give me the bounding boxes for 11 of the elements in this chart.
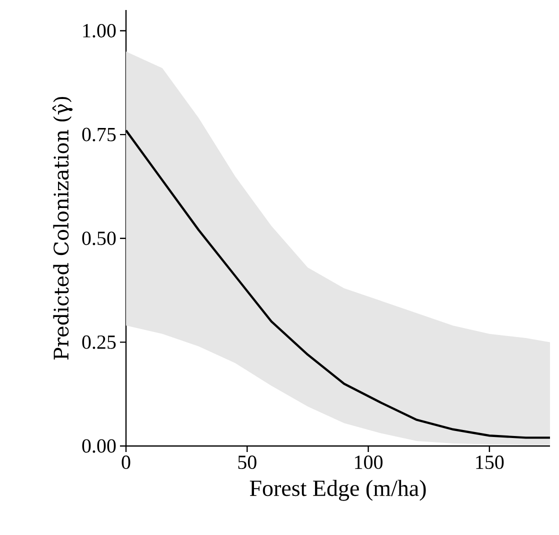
x-tick-label: 50 — [238, 456, 256, 470]
y-tick-label: 0.75 — [82, 128, 116, 142]
x-tick-label: 100 — [355, 456, 383, 470]
x-tick-label: 150 — [476, 456, 504, 470]
y-tick-label: 0.00 — [82, 439, 116, 453]
x-axis-title: Forest Edge (m/ha) — [250, 480, 426, 501]
x-tick-label: 0 — [122, 456, 130, 470]
y-axis-title: Predicted Colonization (γ̂) — [52, 97, 73, 360]
y-tick-label: 1.00 — [83, 24, 116, 38]
y-tick-label: 0.25 — [82, 335, 116, 349]
y-tick-label: 0.50 — [82, 232, 116, 246]
